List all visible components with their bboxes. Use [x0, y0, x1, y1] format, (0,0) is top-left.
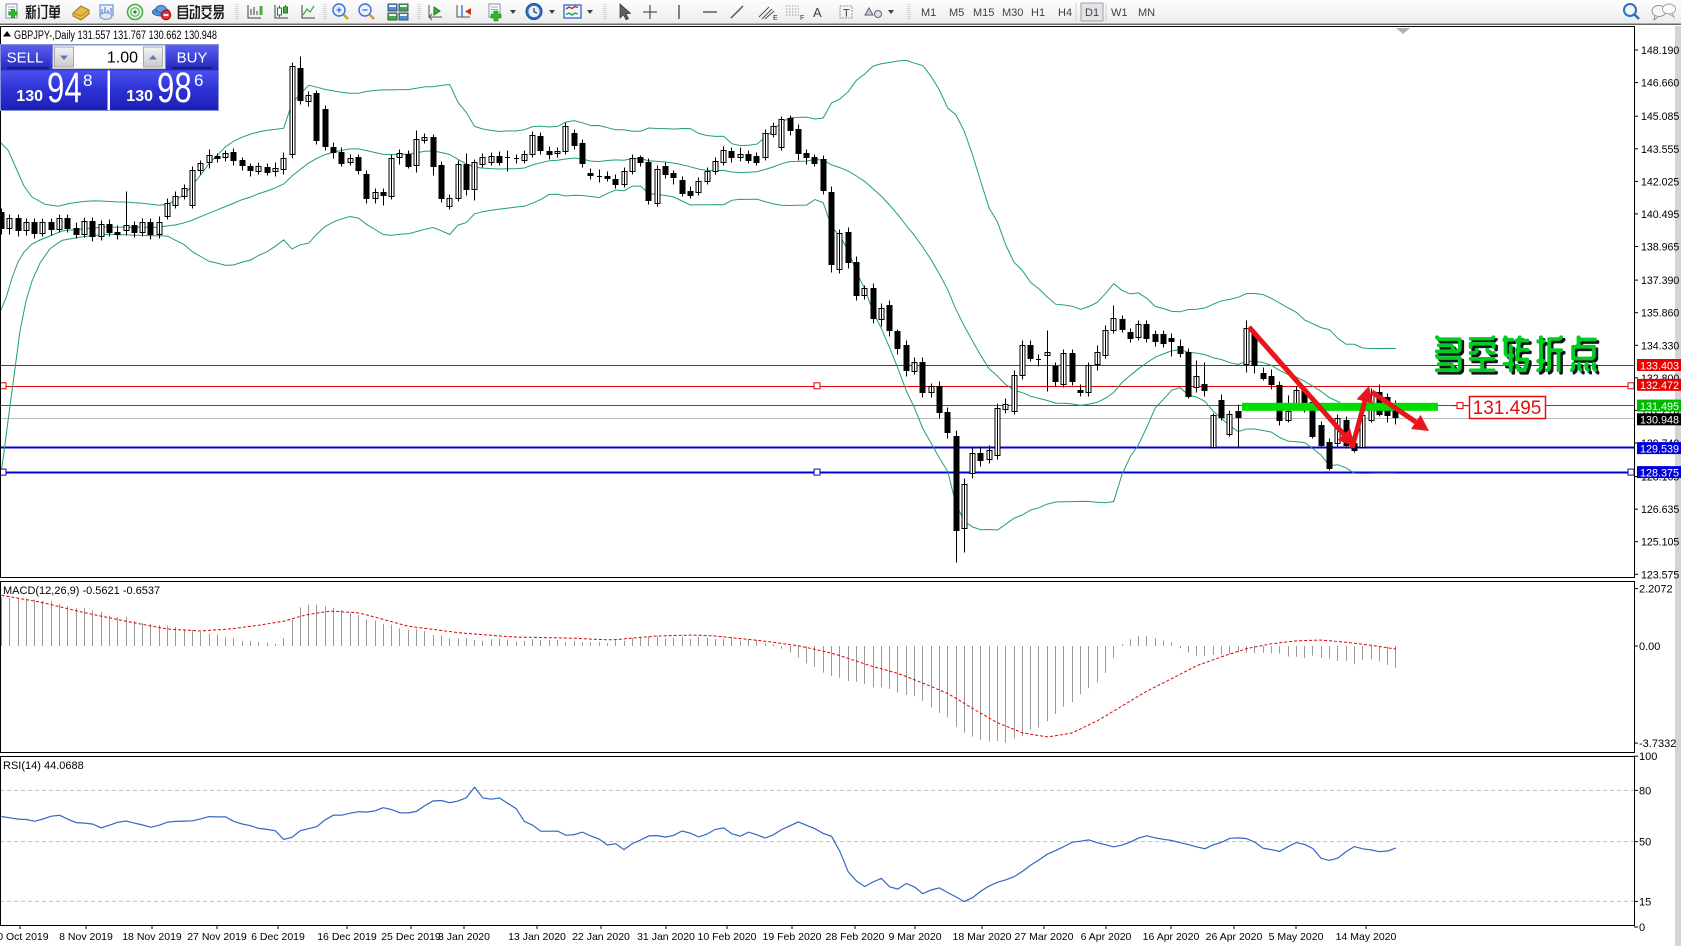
svg-text:100: 100 — [1639, 751, 1657, 763]
svg-text:2.2072: 2.2072 — [1639, 584, 1673, 596]
svg-text:146.660: 146.660 — [1641, 78, 1679, 90]
svg-text:18 Mar 2020: 18 Mar 2020 — [953, 931, 1012, 943]
svg-text:6: 6 — [194, 71, 203, 90]
svg-text:145.085: 145.085 — [1641, 111, 1679, 123]
svg-text:M15: M15 — [973, 7, 994, 19]
svg-text:26 Apr 2020: 26 Apr 2020 — [1206, 931, 1263, 943]
svg-text:1.00: 1.00 — [107, 50, 138, 67]
svg-text:6 Dec 2019: 6 Dec 2019 — [251, 931, 305, 943]
svg-text:126.635: 126.635 — [1641, 504, 1679, 516]
svg-text:134.330: 134.330 — [1641, 340, 1679, 352]
svg-text:133.403: 133.403 — [1640, 360, 1679, 372]
svg-text:123.575: 123.575 — [1641, 569, 1679, 581]
svg-text:14 May 2020: 14 May 2020 — [1336, 931, 1397, 943]
svg-text:E: E — [773, 15, 778, 22]
svg-text:6 Apr 2020: 6 Apr 2020 — [1081, 931, 1132, 943]
svg-text:16 Dec 2019: 16 Dec 2019 — [317, 931, 377, 943]
svg-text:128.375: 128.375 — [1640, 467, 1679, 479]
svg-text:142.025: 142.025 — [1641, 176, 1679, 188]
svg-text:135.860: 135.860 — [1641, 308, 1679, 320]
svg-text:10 Feb 2020: 10 Feb 2020 — [698, 931, 757, 943]
svg-text:94: 94 — [47, 63, 82, 111]
svg-text:W1: W1 — [1111, 7, 1128, 19]
svg-text:RSI(14) 44.0688: RSI(14) 44.0688 — [3, 760, 84, 772]
svg-text:130: 130 — [126, 88, 153, 105]
svg-text:19 Feb 2020: 19 Feb 2020 — [763, 931, 822, 943]
svg-text:15: 15 — [1639, 896, 1651, 908]
svg-text:27 Mar 2020: 27 Mar 2020 — [1015, 931, 1074, 943]
svg-text:80: 80 — [1639, 785, 1651, 797]
svg-text:131.495: 131.495 — [1473, 398, 1542, 419]
svg-text:D1: D1 — [1085, 7, 1099, 19]
svg-text:SELL: SELL — [7, 50, 44, 67]
svg-text:129.539: 129.539 — [1640, 443, 1679, 455]
svg-text:T: T — [843, 8, 850, 20]
svg-text:A: A — [813, 5, 822, 20]
svg-text:138.965: 138.965 — [1641, 242, 1679, 254]
svg-text:13 Jan 2020: 13 Jan 2020 — [508, 931, 566, 943]
svg-text:GBPJPY-,Daily 131.557 131.767: GBPJPY-,Daily 131.557 131.767 130.662 13… — [14, 30, 217, 42]
svg-text:0: 0 — [1639, 922, 1645, 934]
svg-text:25 Dec 2019: 25 Dec 2019 — [381, 931, 441, 943]
svg-text:M1: M1 — [921, 7, 936, 19]
svg-text:132.472: 132.472 — [1640, 380, 1679, 392]
svg-text:H4: H4 — [1058, 7, 1072, 19]
svg-text:28 Feb 2020: 28 Feb 2020 — [826, 931, 885, 943]
svg-text:130: 130 — [16, 88, 43, 105]
svg-text:140.495: 140.495 — [1641, 209, 1679, 221]
svg-text:137.390: 137.390 — [1641, 275, 1679, 287]
svg-text:H1: H1 — [1031, 7, 1045, 19]
svg-text:125.105: 125.105 — [1641, 537, 1679, 549]
svg-text:MN: MN — [1138, 7, 1155, 19]
svg-text:BUY: BUY — [177, 50, 208, 67]
svg-text:18 Nov 2019: 18 Nov 2019 — [122, 931, 182, 943]
svg-text:131.495: 131.495 — [1640, 401, 1679, 413]
svg-text:30 Oct 2019: 30 Oct 2019 — [0, 931, 49, 943]
svg-text:98: 98 — [157, 63, 192, 111]
svg-text:16 Apr 2020: 16 Apr 2020 — [1143, 931, 1200, 943]
svg-text:M30: M30 — [1002, 7, 1023, 19]
svg-text:27 Nov 2019: 27 Nov 2019 — [187, 931, 247, 943]
svg-text:-3.7332: -3.7332 — [1639, 738, 1676, 750]
svg-text:9 Mar 2020: 9 Mar 2020 — [888, 931, 941, 943]
svg-text:5 May 2020: 5 May 2020 — [1269, 931, 1324, 943]
svg-text:50: 50 — [1639, 837, 1651, 849]
svg-text:148.190: 148.190 — [1641, 45, 1679, 57]
svg-text:0.00: 0.00 — [1639, 641, 1660, 653]
svg-text:M5: M5 — [949, 7, 964, 19]
svg-text:8 Nov 2019: 8 Nov 2019 — [59, 931, 113, 943]
svg-text:8: 8 — [83, 71, 92, 90]
svg-text:130.948: 130.948 — [1640, 415, 1679, 427]
svg-text:22 Jan 2020: 22 Jan 2020 — [572, 931, 630, 943]
svg-text:143.555: 143.555 — [1641, 144, 1679, 156]
svg-text:MACD(12,26,9) -0.5621 -0.6537: MACD(12,26,9) -0.5621 -0.6537 — [3, 585, 160, 597]
svg-text:31 Jan 2020: 31 Jan 2020 — [637, 931, 695, 943]
svg-text:F: F — [800, 15, 804, 22]
svg-text:3 Jan 2020: 3 Jan 2020 — [438, 931, 490, 943]
